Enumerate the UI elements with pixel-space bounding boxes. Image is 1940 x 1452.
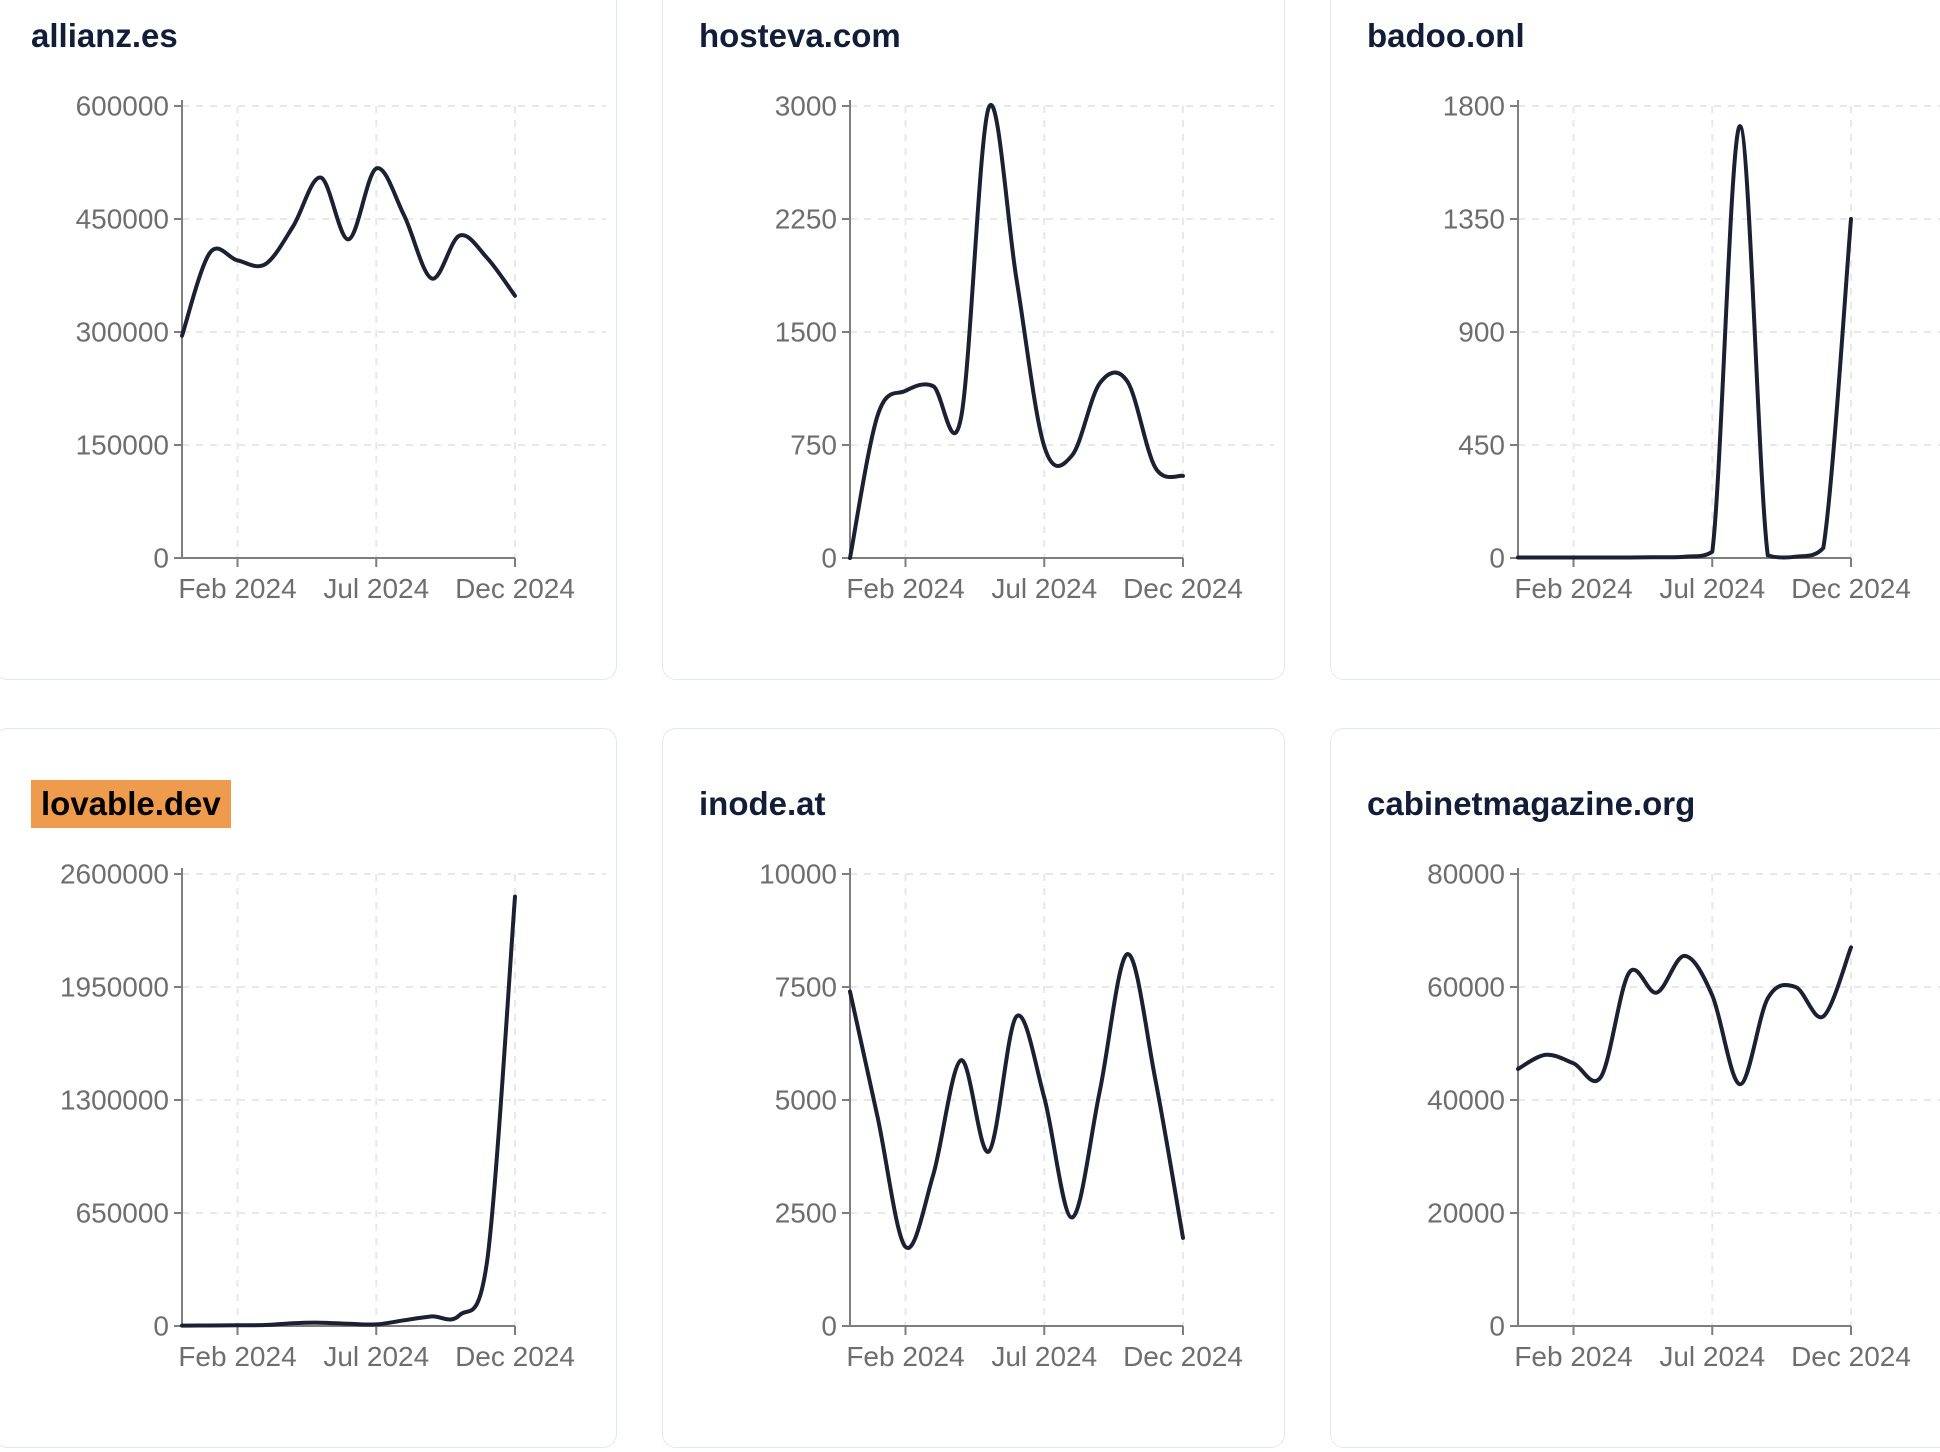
domain-card-lovable-dev: lovable.dev 0 650000 1300000 1950000 2600000…: [0, 728, 617, 1448]
svg-text:2600000: 2600000: [60, 859, 169, 890]
domain-title: badoo.onl: [1367, 16, 1525, 56]
traffic-line-chart: 0 20000 40000 60000 80000 Feb 2024 Jul 2024 Dec…: [1427, 859, 1940, 1372]
domain-name-text: allianz.es: [31, 17, 178, 54]
svg-text:Feb 2024: Feb 2024: [846, 573, 964, 604]
svg-text:1950000: 1950000: [60, 972, 169, 1003]
domain-card-hosteva-com: hosteva.com 0 750 1500 2250 3000 Feb 2024 Jul …: [662, 0, 1285, 680]
svg-text:Jul 2024: Jul 2024: [991, 1341, 1097, 1372]
svg-text:750: 750: [790, 430, 837, 461]
svg-text:Jul 2024: Jul 2024: [991, 573, 1097, 604]
svg-text:5000: 5000: [775, 1085, 837, 1116]
svg-text:Dec 2024: Dec 2024: [1791, 573, 1911, 604]
svg-text:0: 0: [1489, 1311, 1505, 1342]
svg-text:900: 900: [1458, 317, 1505, 348]
svg-text:600000: 600000: [76, 91, 169, 122]
svg-text:2250: 2250: [775, 204, 837, 235]
traffic-line-chart: 0 450 900 1350 1800 Feb 2024 Jul 2024 Dec 2024: [1443, 91, 1940, 604]
svg-text:2500: 2500: [775, 1198, 837, 1229]
svg-text:20000: 20000: [1427, 1198, 1505, 1229]
svg-text:Feb 2024: Feb 2024: [178, 1341, 296, 1372]
svg-text:450: 450: [1458, 430, 1505, 461]
svg-text:Jul 2024: Jul 2024: [323, 573, 429, 604]
traffic-line-chart: 0 750 1500 2250 3000 Feb 2024 Jul 2024 Dec 2024: [775, 91, 1274, 604]
svg-text:0: 0: [821, 1311, 837, 1342]
svg-text:7500: 7500: [775, 972, 837, 1003]
svg-text:0: 0: [153, 543, 169, 574]
svg-text:10000: 10000: [759, 859, 837, 890]
domain-name-text: badoo.onl: [1367, 17, 1525, 54]
domain-card-badoo-onl: badoo.onl 0 450 900 1350 1800 Feb 2024 Jul 202…: [1330, 0, 1940, 680]
svg-text:0: 0: [821, 543, 837, 574]
domain-name-text: hosteva.com: [699, 17, 901, 54]
svg-text:3000: 3000: [775, 91, 837, 122]
domain-card-allianz-es: allianz.es 0 150000 300000 450000 600000 Feb …: [0, 0, 617, 680]
svg-text:40000: 40000: [1427, 1085, 1505, 1116]
svg-text:Dec 2024: Dec 2024: [1123, 1341, 1243, 1372]
domain-title: hosteva.com: [699, 16, 901, 56]
svg-text:1350: 1350: [1443, 204, 1505, 235]
domain-title: cabinetmagazine.org: [1367, 784, 1695, 824]
domain-title: lovable.dev: [31, 780, 231, 828]
svg-text:150000: 150000: [76, 430, 169, 461]
svg-text:80000: 80000: [1427, 859, 1505, 890]
domain-name-text: inode.at: [699, 785, 826, 822]
svg-text:300000: 300000: [76, 317, 169, 348]
svg-text:450000: 450000: [76, 204, 169, 235]
svg-text:0: 0: [153, 1311, 169, 1342]
svg-text:Feb 2024: Feb 2024: [846, 1341, 964, 1372]
domain-card-cabinetmagazine-org: cabinetmagazine.org 0 20000 40000 60000 8000…: [1330, 728, 1940, 1448]
domain-card-inode-at: inode.at 0 2500 5000 7500 10000 Feb 2024 Jul 2…: [662, 728, 1285, 1448]
domain-name-text: lovable.dev: [31, 780, 231, 828]
svg-text:Dec 2024: Dec 2024: [455, 1341, 575, 1372]
svg-text:Dec 2024: Dec 2024: [455, 573, 575, 604]
svg-text:650000: 650000: [76, 1198, 169, 1229]
svg-text:1300000: 1300000: [60, 1085, 169, 1116]
svg-text:60000: 60000: [1427, 972, 1505, 1003]
svg-text:0: 0: [1489, 543, 1505, 574]
traffic-line-chart: 0 150000 300000 450000 600000 Feb 2024 Jul 202…: [76, 91, 606, 604]
svg-text:Jul 2024: Jul 2024: [1659, 1341, 1765, 1372]
svg-text:Feb 2024: Feb 2024: [1514, 1341, 1632, 1372]
traffic-line-chart: 0 2500 5000 7500 10000 Feb 2024 Jul 2024 Dec 20…: [759, 859, 1274, 1372]
svg-text:1500: 1500: [775, 317, 837, 348]
svg-text:Dec 2024: Dec 2024: [1791, 1341, 1911, 1372]
domain-name-text: cabinetmagazine.org: [1367, 785, 1696, 822]
svg-text:Jul 2024: Jul 2024: [1659, 573, 1765, 604]
domain-title: allianz.es: [31, 16, 178, 56]
svg-text:1800: 1800: [1443, 91, 1505, 122]
traffic-line-chart: 0 650000 1300000 1950000 2600000 Feb 2024 Jul …: [60, 859, 606, 1372]
svg-text:Feb 2024: Feb 2024: [1514, 573, 1632, 604]
svg-text:Jul 2024: Jul 2024: [323, 1341, 429, 1372]
svg-text:Dec 2024: Dec 2024: [1123, 573, 1243, 604]
domain-title: inode.at: [699, 784, 826, 824]
svg-text:Feb 2024: Feb 2024: [178, 573, 296, 604]
